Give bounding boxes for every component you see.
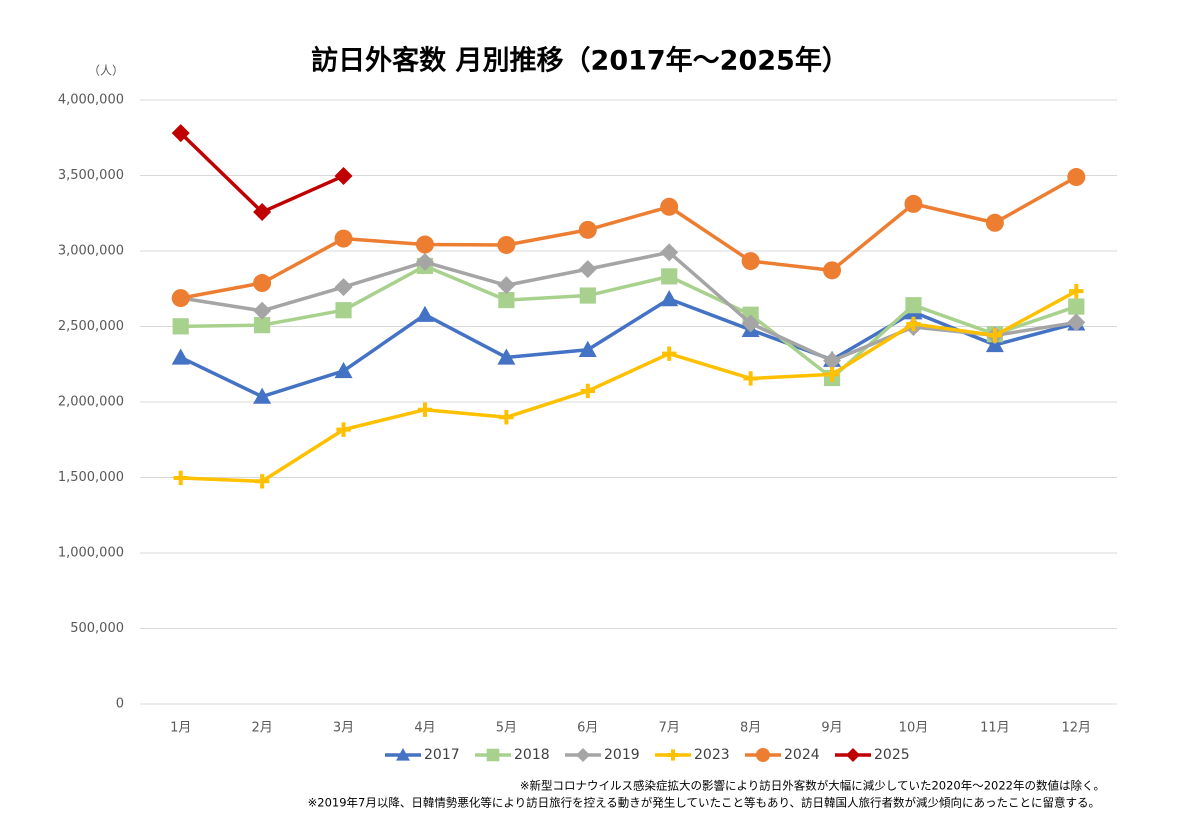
marker	[499, 410, 514, 425]
x-tick-label: 4月	[414, 721, 435, 736]
marker	[497, 235, 516, 254]
marker	[417, 402, 433, 417]
legend-label: 2019	[604, 747, 640, 763]
marker	[173, 470, 188, 486]
y-tick-label: 3,500,000	[58, 168, 124, 183]
y-unit: （人）	[88, 64, 124, 78]
x-tick-label: 1月	[170, 721, 191, 736]
marker	[415, 235, 434, 254]
note: ※2019年7月以降、日韓情勢悪化等により訪日旅行を控える動きが発生していたこと…	[308, 796, 1100, 810]
y-tick-label: 500,000	[70, 621, 124, 636]
marker	[334, 361, 353, 379]
marker	[741, 252, 760, 271]
marker	[335, 302, 352, 319]
marker	[823, 261, 842, 280]
marker	[667, 749, 679, 761]
series-line	[180, 264, 1077, 380]
marker	[985, 213, 1004, 232]
series-line	[180, 175, 1078, 300]
marker	[660, 290, 679, 307]
y-tick-label: 3,000,000	[58, 244, 124, 259]
marker	[1069, 283, 1084, 299]
marker	[498, 291, 515, 309]
marker	[824, 367, 840, 382]
x-tick-label: 5月	[496, 721, 517, 736]
marker	[741, 314, 760, 333]
marker	[171, 289, 190, 308]
y-tick-label: 2,500,000	[58, 319, 124, 334]
series-line	[180, 289, 1078, 484]
marker	[576, 748, 590, 762]
marker	[172, 318, 189, 335]
marker	[1067, 313, 1086, 332]
marker	[662, 346, 677, 361]
marker	[756, 748, 770, 762]
marker	[1068, 298, 1085, 315]
marker	[415, 253, 434, 272]
marker	[905, 297, 922, 314]
marker	[497, 348, 516, 365]
marker	[334, 278, 353, 297]
x-tick-label: 10月	[899, 721, 929, 736]
note: ※新型コロナウイルス感染症拡大の影響により訪日外客数が大幅に減少していた2020…	[520, 779, 1105, 793]
series-line	[179, 297, 1077, 399]
marker	[171, 348, 190, 365]
marker	[254, 317, 271, 334]
marker	[415, 305, 434, 322]
series-line	[179, 131, 345, 214]
marker	[987, 328, 1003, 343]
marker	[660, 243, 679, 262]
marker	[579, 287, 596, 304]
chart-title: 訪日外客数 月別推移（2017年～2025年）	[311, 45, 849, 77]
marker	[396, 748, 410, 761]
marker	[253, 301, 272, 320]
marker	[578, 340, 597, 357]
marker	[580, 383, 595, 399]
y-tick-label: 2,000,000	[58, 395, 124, 410]
marker	[336, 422, 351, 437]
y-tick-label: 4,000,000	[58, 93, 124, 108]
marker	[253, 203, 272, 222]
marker	[253, 274, 272, 293]
legend-label: 2024	[784, 747, 820, 763]
marker	[578, 260, 597, 279]
legend-label: 2025	[874, 747, 910, 763]
series-line	[180, 250, 1077, 363]
x-tick-label: 6月	[577, 721, 598, 736]
marker	[846, 748, 860, 762]
x-tick-label: 2月	[251, 721, 272, 736]
y-tick-label: 1,000,000	[58, 546, 124, 561]
legend-label: 2023	[694, 747, 730, 763]
x-tick-label: 3月	[333, 721, 354, 736]
legend-label: 2017	[424, 747, 460, 763]
legend-label: 2018	[514, 747, 550, 763]
marker	[743, 371, 758, 386]
x-tick-label: 8月	[740, 721, 761, 736]
marker	[254, 474, 270, 489]
marker	[578, 220, 597, 239]
x-tick-label: 11月	[980, 721, 1010, 736]
marker	[661, 268, 678, 285]
marker	[497, 276, 516, 295]
y-tick-label: 1,500,000	[58, 470, 124, 485]
y-tick-label: 0	[116, 697, 124, 712]
marker	[486, 748, 500, 762]
marker	[906, 316, 921, 332]
marker	[334, 166, 353, 185]
marker	[253, 387, 272, 404]
x-tick-label: 9月	[821, 721, 842, 736]
marker	[904, 194, 923, 213]
marker	[171, 124, 190, 143]
marker	[1067, 168, 1086, 187]
marker	[334, 229, 353, 248]
marker	[660, 197, 679, 216]
x-tick-label: 7月	[659, 721, 680, 736]
marker	[823, 351, 842, 370]
x-tick-label: 12月	[1062, 721, 1092, 736]
